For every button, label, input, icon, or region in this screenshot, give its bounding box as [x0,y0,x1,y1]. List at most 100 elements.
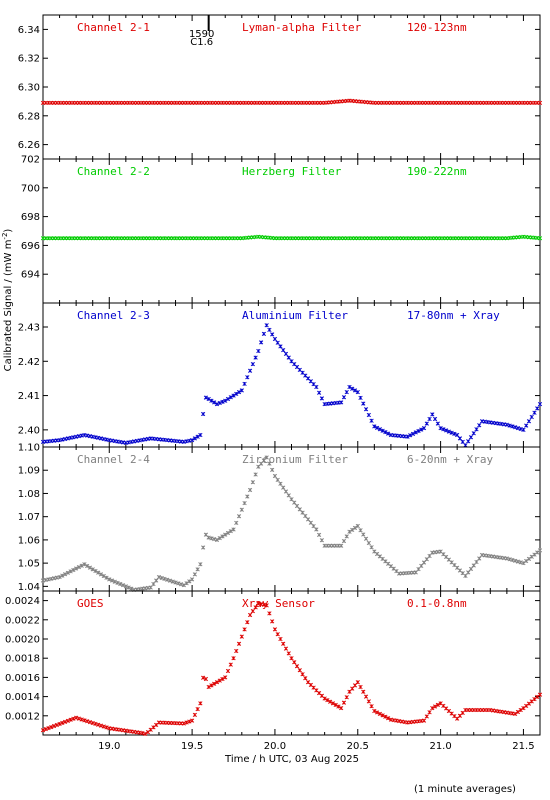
data-point [300,510,305,515]
data-point [300,672,305,677]
band-label: 6-20nm + Xray [407,453,493,466]
data-point [319,538,324,543]
data-point [87,720,93,725]
data-point [358,395,363,400]
data-point [372,424,377,429]
channel-label: GOES [77,597,104,610]
data-point [71,716,76,721]
band-label: 0.1-0.8nm [407,597,467,610]
data-point [380,713,385,718]
panel-frame [42,14,541,160]
data-point [43,727,48,732]
data-point [430,706,435,711]
data-point [101,573,106,579]
data-point [93,721,98,726]
data-point [195,567,200,572]
data-point [118,581,123,587]
data-point [316,532,322,537]
data-point [435,421,440,426]
data-point [374,710,380,715]
x-axis-label: Time / h UTC, 03 Aug 2025 [224,754,359,765]
data-point [372,708,377,714]
data-point [344,390,349,395]
data-point [236,641,242,646]
data-point [120,583,126,588]
data-point [281,485,286,490]
data-point [181,721,186,726]
data-point [513,711,518,716]
data-point [247,487,253,493]
data-point [529,414,534,420]
data-point [57,721,62,727]
data-point [220,676,225,682]
data-point [250,609,255,614]
data-point [366,699,371,704]
data-point [101,724,106,729]
panel-frame [42,158,541,304]
data-point [201,545,206,550]
data-point [419,427,424,432]
filter-label: Zirconium Filter [242,453,348,466]
data-point [297,507,302,512]
data-point [336,704,341,709]
data-point [245,620,250,625]
data-point [413,430,418,435]
data-point [283,646,289,651]
data-point [151,581,156,587]
data-point [369,545,374,550]
data-point [308,520,313,525]
data-point [289,497,294,502]
x-tick-label: 19.0 [98,741,120,752]
data-point [236,514,242,519]
data-point [339,400,344,405]
data-point [283,489,289,494]
data-point [201,675,206,680]
data-point [201,411,206,417]
data-point [170,579,175,584]
data-point [460,439,465,444]
data-point [256,348,261,354]
data-point [98,572,104,577]
data-point [90,567,95,572]
data-point [504,422,509,427]
data-point [253,605,258,610]
data-point [424,714,429,719]
data-point [294,664,300,669]
data-point [275,477,280,483]
data-point [344,695,349,700]
data-point [264,603,269,608]
data-point [234,648,239,654]
data-point [405,434,410,439]
data-point [278,344,283,349]
data-point [507,423,512,428]
data-point [228,395,233,400]
data-point [515,709,521,715]
data-point [463,443,468,448]
data-point [159,575,164,581]
data-point [217,400,222,406]
data-point [176,581,181,586]
data-point [214,537,220,543]
data-point [51,723,57,729]
data-point [242,501,247,506]
data-point [341,700,347,705]
data-point [267,327,272,332]
data-point [206,396,211,402]
data-point [275,632,280,637]
data-point [314,527,319,532]
data-point [380,428,385,433]
data-point [126,585,131,590]
y-tick-label: 2.41 [18,391,40,402]
data-point [314,384,319,390]
x-tick-label: 19.5 [181,741,203,752]
data-point [435,702,440,708]
data-point [333,702,338,708]
chart-panels: 6.26 6.28 6.30 6.32 6.34 Channel 2-1 Lyman-alp… [5,14,543,752]
data-point [303,513,308,519]
data-point [474,559,479,565]
data-point [253,472,258,477]
data-point [239,388,244,393]
y-tick-label: 6.32 [18,54,40,65]
data-point [477,423,482,428]
